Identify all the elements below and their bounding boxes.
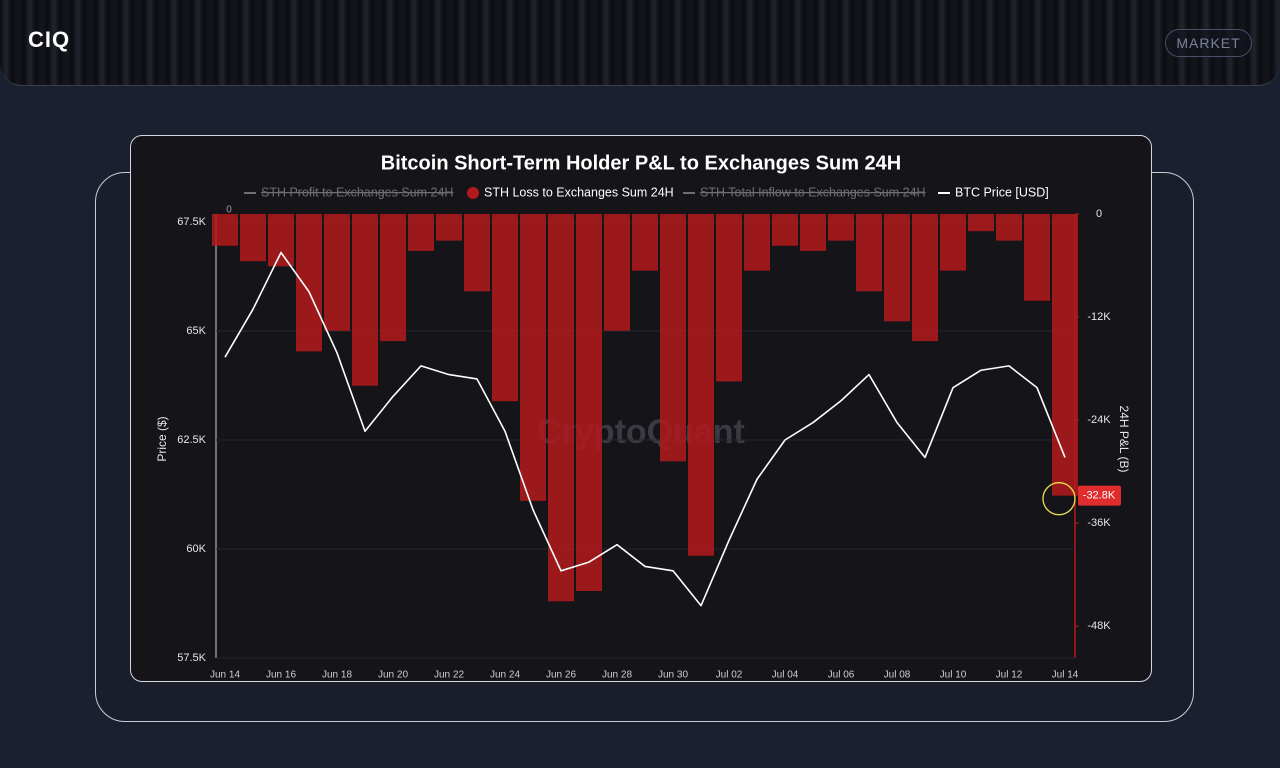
bar (464, 214, 490, 292)
bar (772, 214, 798, 246)
y2-axis-title: 24H P&L (B) (1117, 406, 1131, 473)
bar (324, 214, 350, 331)
banner: CIQ MARKET (0, 0, 1280, 86)
x-tick-label: Jun 30 (658, 670, 688, 681)
bar (240, 214, 266, 262)
chart-panel: Bitcoin Short-Term Holder P&L to Exchang… (130, 135, 1152, 682)
bar (408, 214, 434, 251)
legend-marker (467, 187, 479, 199)
x-tick-label: Jun 26 (546, 670, 576, 681)
bar (492, 214, 518, 402)
bar (660, 214, 686, 462)
bar (352, 214, 378, 386)
chart: Bitcoin Short-Term Holder P&L to Exchang… (155, 152, 1131, 681)
x-tick-label: Jun 22 (434, 670, 464, 681)
y2-tick-label: -48K (1087, 620, 1111, 632)
legend-label[interactable]: BTC Price [USD] (955, 185, 1049, 199)
bar (968, 214, 994, 232)
bar (520, 214, 546, 501)
y2-tick-label: -12K (1087, 311, 1111, 323)
bar (800, 214, 826, 251)
y-tick-label: 65K (186, 325, 206, 337)
bar (856, 214, 882, 292)
y2-tick-label: -36K (1087, 517, 1111, 529)
bar (212, 214, 238, 246)
bar (296, 214, 322, 352)
bar (380, 214, 406, 342)
legend-label[interactable]: STH Profit to Exchanges Sum 24H (261, 185, 453, 199)
bar (436, 214, 462, 241)
bar (548, 214, 574, 602)
logo[interactable]: CIQ (28, 27, 71, 52)
chart-title: Bitcoin Short-Term Holder P&L to Exchang… (381, 152, 901, 174)
bar (632, 214, 658, 271)
y-tick-label: 60K (186, 543, 206, 555)
y-axis-title: Price ($) (155, 416, 169, 461)
x-tick-label: Jul 10 (940, 670, 967, 681)
bar (940, 214, 966, 271)
market-button[interactable]: MARKET (1165, 29, 1252, 57)
bar (884, 214, 910, 322)
price-line (224, 251, 1066, 607)
y-tick-label: 67.5K (177, 216, 206, 228)
x-tick-label: Jun 16 (266, 670, 296, 681)
highlight-ring (1042, 482, 1076, 516)
x-tick-label: Jul 06 (828, 670, 855, 681)
x-tick-label: Jul 12 (996, 670, 1023, 681)
legend-label[interactable]: STH Loss to Exchanges Sum 24H (484, 185, 674, 199)
bar (688, 214, 714, 556)
bar (576, 214, 602, 592)
x-tick-label: Jun 28 (602, 670, 632, 681)
y2-tick-label: -24K (1087, 414, 1111, 426)
bar (268, 214, 294, 267)
value-label-box (1078, 485, 1121, 506)
bar (604, 214, 630, 331)
bar (828, 214, 854, 241)
y2-tick-label: 0 (1096, 208, 1102, 220)
x-tick-label: Jul 02 (716, 670, 743, 681)
bar (912, 214, 938, 342)
x-tick-label: Jul 04 (772, 670, 799, 681)
bar (1024, 214, 1050, 301)
bar (1052, 214, 1078, 496)
x-tick-label: Jun 14 (210, 670, 240, 681)
value-label: -32.8K (1083, 490, 1116, 502)
y-tick-label: 57.5K (177, 652, 206, 664)
x-tick-label: Jun 24 (490, 670, 520, 681)
annotation: 0 (226, 205, 232, 216)
bar (716, 214, 742, 382)
x-tick-label: Jul 08 (884, 670, 911, 681)
bar (996, 214, 1022, 241)
x-tick-label: Jun 20 (378, 670, 408, 681)
x-tick-label: Jun 18 (322, 670, 352, 681)
bar (744, 214, 770, 271)
x-tick-label: Jul 14 (1052, 670, 1079, 681)
legend-label[interactable]: STH Total Inflow to Exchanges Sum 24H (700, 185, 926, 199)
y-tick-label: 62.5K (177, 434, 206, 446)
